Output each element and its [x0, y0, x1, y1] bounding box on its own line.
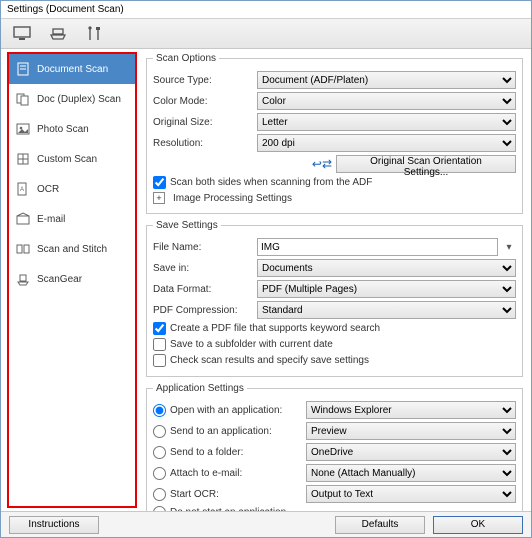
- source-type-select[interactable]: Document (ADF/Platen): [257, 71, 516, 89]
- scanner-icon[interactable]: [47, 23, 69, 45]
- ocr-icon: A: [15, 181, 31, 197]
- start-ocr-label: Start OCR:: [170, 489, 302, 500]
- resolution-label: Resolution:: [153, 138, 253, 149]
- data-format-select[interactable]: PDF (Multiple Pages): [257, 280, 516, 298]
- sidebar-item-label: Scan and Stitch: [37, 244, 107, 255]
- document-scan-icon: [15, 61, 31, 77]
- keyword-pdf-checkbox[interactable]: [153, 322, 166, 335]
- sidebar-item-scan-stitch[interactable]: Scan and Stitch: [9, 234, 135, 264]
- send-to-folder-select[interactable]: OneDrive: [306, 443, 516, 461]
- pdf-compression-select[interactable]: Standard: [257, 301, 516, 319]
- original-size-select[interactable]: Letter: [257, 113, 516, 131]
- refresh-icon[interactable]: ↩⇄: [312, 157, 332, 171]
- sidebar-item-label: Document Scan: [37, 64, 108, 75]
- save-settings-group: Save Settings File Name: ▾ Save in: Docu…: [146, 220, 523, 377]
- save-in-label: Save in:: [153, 263, 253, 274]
- settings-window: Settings (Document Scan) Document Scan D…: [0, 0, 532, 538]
- defaults-button[interactable]: Defaults: [335, 516, 425, 534]
- start-ocr-select[interactable]: Output to Text: [306, 485, 516, 503]
- monitor-icon[interactable]: [11, 23, 33, 45]
- open-with-app-radio[interactable]: [153, 404, 166, 417]
- duplex-icon: [15, 91, 31, 107]
- scan-both-sides-checkbox[interactable]: [153, 176, 166, 189]
- sidebar-item-scangear[interactable]: ScanGear: [9, 264, 135, 294]
- sidebar-item-label: Doc (Duplex) Scan: [37, 94, 121, 105]
- scan-both-sides-label: Scan both sides when scanning from the A…: [170, 177, 372, 188]
- stitch-icon: [15, 241, 31, 257]
- scan-options-group: Scan Options Source Type: Document (ADF/…: [146, 53, 523, 214]
- content-panel: Scan Options Source Type: Document (ADF/…: [140, 49, 531, 511]
- instructions-button[interactable]: Instructions: [9, 516, 99, 534]
- body: Document Scan Doc (Duplex) Scan Photo Sc…: [1, 49, 531, 511]
- svg-text:A: A: [20, 187, 24, 193]
- image-processing-label: Image Processing Settings: [173, 193, 292, 204]
- sidebar: Document Scan Doc (Duplex) Scan Photo Sc…: [7, 52, 137, 508]
- titlebar: Settings (Document Scan): [1, 1, 531, 19]
- sidebar-item-label: Photo Scan: [37, 124, 89, 135]
- pdf-compression-label: PDF Compression:: [153, 305, 253, 316]
- footer: Instructions Defaults OK: [1, 511, 531, 537]
- data-format-label: Data Format:: [153, 284, 253, 295]
- attach-email-radio[interactable]: [153, 467, 166, 480]
- window-title: Settings (Document Scan): [7, 4, 124, 15]
- save-settings-legend: Save Settings: [153, 220, 221, 231]
- subfolder-checkbox[interactable]: [153, 338, 166, 351]
- email-icon: [15, 211, 31, 227]
- color-mode-label: Color Mode:: [153, 96, 253, 107]
- sidebar-item-label: Custom Scan: [37, 154, 97, 165]
- send-to-app-select[interactable]: Preview: [306, 422, 516, 440]
- expand-image-processing[interactable]: +: [153, 192, 165, 204]
- send-to-folder-radio[interactable]: [153, 446, 166, 459]
- send-to-folder-label: Send to a folder:: [170, 447, 302, 458]
- sidebar-item-label: E-mail: [37, 214, 65, 225]
- top-toolbar: [1, 19, 531, 49]
- sidebar-item-photo-scan[interactable]: Photo Scan: [9, 114, 135, 144]
- tools-icon[interactable]: [83, 23, 105, 45]
- file-name-dropdown-icon[interactable]: ▾: [502, 242, 516, 253]
- application-settings-group: Application Settings Open with an applic…: [146, 383, 523, 511]
- sidebar-item-document-scan[interactable]: Document Scan: [9, 54, 135, 84]
- sidebar-item-label: OCR: [37, 184, 59, 195]
- resolution-select[interactable]: 200 dpi: [257, 134, 516, 152]
- color-mode-select[interactable]: Color: [257, 92, 516, 110]
- attach-email-select[interactable]: None (Attach Manually): [306, 464, 516, 482]
- sidebar-item-label: ScanGear: [37, 274, 82, 285]
- open-with-app-select[interactable]: Windows Explorer: [306, 401, 516, 419]
- scangear-icon: [15, 271, 31, 287]
- send-to-app-label: Send to an application:: [170, 426, 302, 437]
- sidebar-item-custom-scan[interactable]: Custom Scan: [9, 144, 135, 174]
- file-name-label: File Name:: [153, 242, 253, 253]
- sidebar-item-doc-duplex[interactable]: Doc (Duplex) Scan: [9, 84, 135, 114]
- check-results-label: Check scan results and specify save sett…: [170, 355, 369, 366]
- ok-button[interactable]: OK: [433, 516, 523, 534]
- photo-icon: [15, 121, 31, 137]
- subfolder-label: Save to a subfolder with current date: [170, 339, 333, 350]
- start-ocr-radio[interactable]: [153, 488, 166, 501]
- sidebar-item-email[interactable]: E-mail: [9, 204, 135, 234]
- keyword-pdf-label: Create a PDF file that supports keyword …: [170, 323, 380, 334]
- sidebar-item-ocr[interactable]: A OCR: [9, 174, 135, 204]
- orientation-settings-button[interactable]: Original Scan Orientation Settings...: [336, 155, 516, 173]
- scan-options-legend: Scan Options: [153, 53, 219, 64]
- open-with-app-label: Open with an application:: [170, 405, 302, 416]
- attach-email-label: Attach to e-mail:: [170, 468, 302, 479]
- original-size-label: Original Size:: [153, 117, 253, 128]
- save-in-select[interactable]: Documents: [257, 259, 516, 277]
- file-name-input[interactable]: [257, 238, 498, 256]
- source-type-label: Source Type:: [153, 75, 253, 86]
- check-results-checkbox[interactable]: [153, 354, 166, 367]
- application-settings-legend: Application Settings: [153, 383, 247, 394]
- send-to-app-radio[interactable]: [153, 425, 166, 438]
- custom-icon: [15, 151, 31, 167]
